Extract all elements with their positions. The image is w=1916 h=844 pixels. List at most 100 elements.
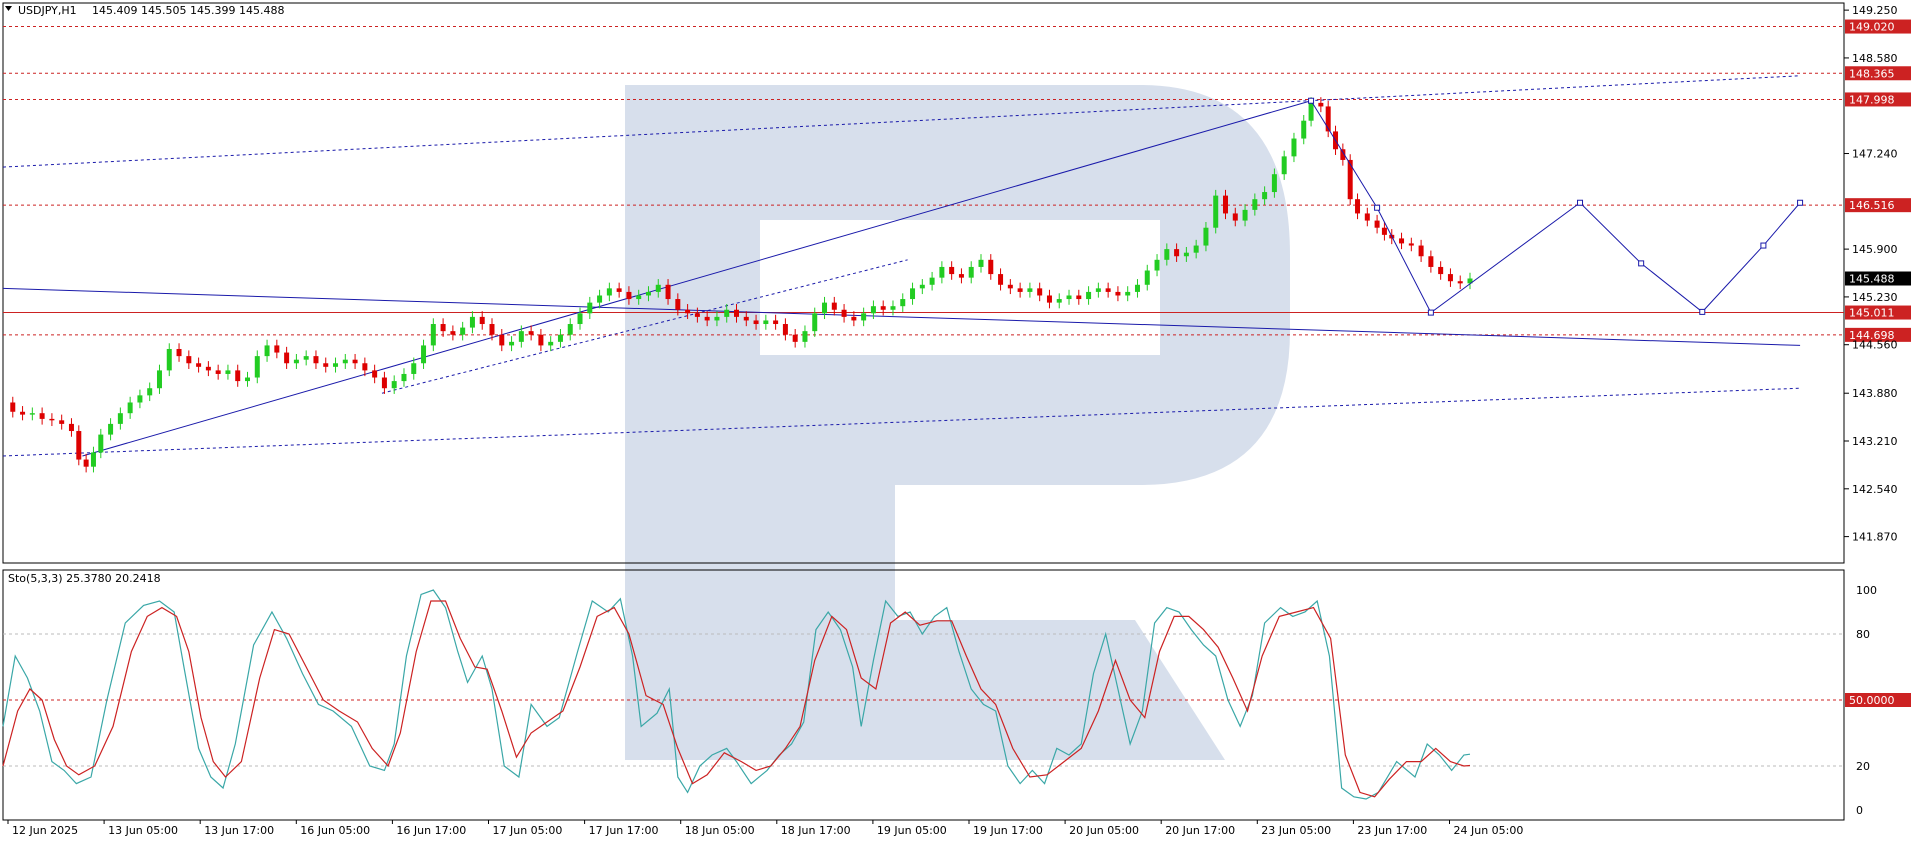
candle-bull	[939, 266, 945, 278]
candle-bull	[1095, 288, 1101, 292]
forecast-node[interactable]	[1308, 97, 1315, 104]
time-axis-label: 20 Jun 05:00	[1069, 824, 1139, 837]
candle-bull	[577, 313, 583, 325]
time-axis-label: 17 Jun 05:00	[493, 824, 563, 837]
stochastic-d-line	[2, 600, 1471, 798]
candle-bull	[655, 284, 661, 292]
candle-bull	[636, 295, 642, 300]
time-axis-label: 13 Jun 05:00	[108, 824, 178, 837]
chevron-down-icon[interactable]	[5, 6, 12, 11]
candle-bear	[753, 320, 759, 325]
candle-bull	[1086, 291, 1092, 300]
candle-bull	[1027, 288, 1033, 292]
candle-bull	[303, 356, 309, 360]
candle-bear	[792, 334, 798, 342]
forecast-path	[1308, 97, 1804, 316]
candle-bull	[548, 341, 554, 346]
candle-bear	[998, 274, 1004, 285]
candle-bear	[1115, 291, 1121, 296]
candle-bull	[1242, 209, 1248, 221]
candle-bear	[479, 316, 485, 325]
candle-bear	[616, 288, 622, 292]
forecast-node[interactable]	[1374, 204, 1381, 211]
candle-bear	[1399, 238, 1405, 244]
forecast-node[interactable]	[1577, 199, 1584, 206]
candle-bull	[910, 288, 916, 300]
candle-bull	[587, 302, 593, 314]
time-axis-label: 13 Jun 17:00	[204, 824, 274, 837]
candle-bear	[841, 309, 847, 317]
candle-bear	[372, 370, 378, 378]
candle-bear	[1355, 199, 1361, 214]
candle-bear	[10, 402, 16, 412]
price-level-tag	[1845, 92, 1911, 107]
candle-bull	[98, 434, 104, 453]
candle-bear	[83, 459, 89, 467]
candle-bull	[714, 316, 720, 321]
candle-bull	[870, 306, 876, 314]
forecast-node[interactable]	[1797, 199, 1804, 206]
candle-bull	[254, 356, 260, 378]
candle-bull	[391, 381, 397, 389]
candle-bull	[929, 277, 935, 285]
candle-bull	[264, 345, 270, 357]
candle-bear	[528, 331, 534, 335]
candle-bull	[606, 288, 612, 296]
candle-bull	[1183, 252, 1189, 257]
candle-bear	[734, 309, 739, 317]
price-level-label: 148.365	[1849, 67, 1895, 80]
candle-bull	[1213, 195, 1219, 228]
candle-bear	[988, 259, 994, 275]
candle-bear	[704, 316, 710, 321]
axes: 149.250 148.580 147.240 145.900 145.230 144.5…	[7, 4, 1911, 837]
candle-bull	[645, 291, 651, 296]
candle-bear	[949, 266, 955, 275]
candle-bull	[156, 370, 162, 389]
price-axis-label: 143.210	[1852, 435, 1898, 448]
candle-bear	[1457, 281, 1463, 284]
candle-bull	[1291, 138, 1297, 157]
time-axis-label: 18 Jun 17:00	[781, 824, 851, 837]
candle-bull	[166, 348, 172, 371]
price-levels: 149.020 148.365 147.998 146.516 145.011 144.6…	[3, 19, 1911, 342]
ohlc-readout: 145.409 145.505 145.399 145.488	[92, 4, 284, 17]
forecast-node[interactable]	[1699, 308, 1706, 315]
candle-bull	[802, 331, 808, 342]
candle-bull	[1271, 174, 1277, 193]
candle-bear	[1428, 256, 1434, 267]
candle-bull	[1281, 156, 1287, 175]
candle-bear	[1017, 288, 1023, 292]
candle-bull	[822, 302, 828, 314]
candle-bear	[880, 306, 886, 310]
candle-bear	[1364, 213, 1370, 221]
forecast-node[interactable]	[1427, 309, 1434, 316]
forecast-node[interactable]	[1760, 242, 1767, 249]
candle-bull	[861, 313, 867, 321]
time-axis-label: 20 Jun 17:00	[1165, 824, 1235, 837]
forecast-node[interactable]	[1638, 260, 1645, 267]
candle-bull	[342, 359, 348, 364]
candle-bear	[196, 363, 202, 367]
candle-bear	[1408, 243, 1414, 246]
candle-bull	[1134, 284, 1140, 292]
time-axis-label: 19 Jun 05:00	[877, 824, 947, 837]
candle-bull	[401, 373, 407, 382]
candle-bear	[352, 359, 358, 364]
candle-bear	[665, 284, 671, 300]
candle-bull	[1308, 102, 1314, 121]
candle-bear	[782, 324, 788, 335]
stochastic-axis-label: 20	[1856, 760, 1870, 773]
candlestick-series	[10, 97, 1473, 473]
price-level-tag	[1845, 66, 1911, 81]
candle-bear	[20, 411, 26, 415]
time-axis-label: 24 Jun 05:00	[1454, 824, 1524, 837]
candle-bull	[1203, 227, 1209, 246]
candle-bull	[225, 370, 231, 374]
time-axis-label: 19 Jun 17:00	[973, 824, 1043, 837]
candle-bear	[773, 320, 779, 325]
candle-bear	[186, 356, 192, 364]
candle-bull	[29, 413, 35, 415]
candle-bear	[489, 324, 495, 335]
time-axis-label: 23 Jun 05:00	[1261, 824, 1331, 837]
candle-bear	[313, 356, 319, 364]
